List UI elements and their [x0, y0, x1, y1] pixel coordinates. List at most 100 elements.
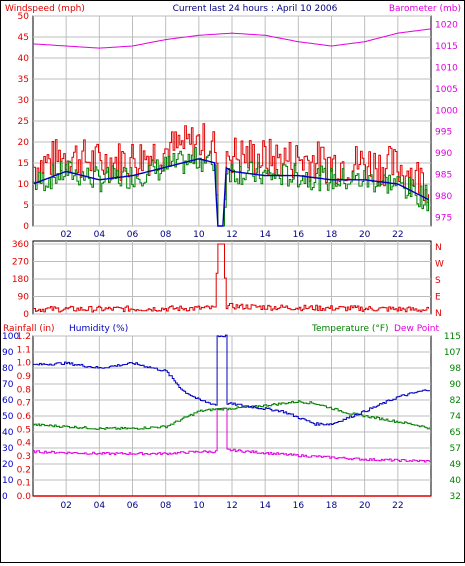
temperature-tick-label: 107	[444, 348, 461, 358]
windspeed-tick-label: 15	[18, 159, 29, 169]
wind-average-line	[33, 147, 429, 227]
windspeed-tick-label: 0	[23, 222, 29, 232]
temperature-tick-label: 40	[450, 476, 462, 486]
hour-tick-label: 18	[326, 230, 338, 240]
rainfall-tick-label: 0.3	[17, 452, 31, 462]
windspeed-tick-label: 20	[18, 138, 30, 148]
barometer-tick-label: 1005	[435, 85, 458, 95]
humidity-line	[33, 334, 430, 426]
hour-tick-label: 02	[60, 230, 71, 240]
chart-title: Current last 24 hours : April 10 2006	[173, 4, 338, 14]
degree-tick-label: 270	[12, 258, 29, 268]
wind-smoothed-line	[33, 158, 429, 227]
humidity-tick-label: 70	[2, 380, 14, 390]
rainfall-axis-label: Rainfall (in)	[3, 324, 55, 334]
humidity-tick-label: 0	[2, 492, 8, 502]
temperature-tick-label: 98	[450, 364, 462, 374]
compass-tick-label: S	[435, 276, 441, 286]
rainfall-tick-label: 1.0	[17, 359, 32, 369]
panel3-hour-ticks: 02 04 06 08 10 12 14 16 18 20 22	[60, 501, 403, 511]
hour-tick-label: 14	[259, 230, 271, 240]
humidity-tick-label: 40	[2, 428, 14, 438]
hour-tick-label: 20	[359, 501, 371, 511]
compass-tick-label: N	[435, 243, 442, 253]
humidity-tick-label: 100	[2, 332, 19, 342]
temperature-axis-label: Temperature (°F)	[311, 324, 389, 334]
panel2-degree-ticks: 360 270 180 90 0	[12, 240, 29, 320]
panel3-grid	[33, 335, 431, 497]
temperature-tick-label: 74	[450, 412, 462, 422]
hour-tick-label: 14	[259, 501, 271, 511]
barometer-line	[32, 28, 432, 49]
compass-tick-label: N	[435, 309, 442, 319]
temperature-tick-label: 32	[450, 492, 461, 502]
rainfall-tick-label: 0.7	[17, 399, 31, 409]
degree-tick-label: 180	[12, 275, 29, 285]
degree-tick-label: 360	[12, 240, 29, 250]
barometer-axis-label: Barometer (mb)	[389, 4, 461, 14]
hour-tick-label: 12	[226, 230, 237, 240]
hour-tick-label: 22	[392, 230, 403, 240]
compass-tick-label: W	[435, 260, 444, 270]
hour-tick-label: 08	[160, 230, 172, 240]
hour-tick-label: 16	[293, 501, 305, 511]
rainfall-tick-label: 0.4	[17, 439, 32, 449]
windspeed-tick-label: 5	[23, 201, 29, 211]
barometer-tick-label: 990	[435, 149, 452, 159]
degree-tick-label: 0	[23, 310, 29, 320]
hour-tick-label: 06	[127, 230, 139, 240]
hour-tick-label: 04	[94, 501, 106, 511]
windspeed-tick-label: 45	[18, 33, 29, 43]
temperature-tick-label: 57	[450, 444, 461, 454]
hour-tick-label: 18	[326, 501, 338, 511]
temperature-tick-label: 82	[450, 396, 461, 406]
hour-tick-label: 10	[193, 501, 205, 511]
humidity-tick-label: 10	[2, 476, 14, 486]
panel3-temperature-ticks: 115 107 98 90 82 74 65 57 49 40 32	[444, 332, 461, 502]
panel3-rainfall-ticks: 1.2 1.1 1.0 0.9 0.8 0.7 0.6 0.5 0.4 0.3 0.2 0.1 0.0	[17, 332, 32, 502]
panel2-series	[33, 243, 429, 313]
barometer-tick-label: 985	[435, 171, 452, 181]
compass-tick-label: E	[435, 293, 441, 303]
hour-tick-label: 04	[94, 230, 106, 240]
hour-tick-label: 10	[193, 230, 205, 240]
windspeed-tick-label: 35	[18, 75, 29, 85]
barometer-tick-label: 975	[435, 213, 452, 223]
temperature-tick-label: 49	[450, 460, 462, 470]
temperature-tick-label: 115	[444, 332, 461, 342]
hour-tick-label: 16	[293, 230, 305, 240]
hour-tick-label: 20	[359, 230, 371, 240]
temperature-line	[33, 400, 430, 430]
panel1-hour-ticks: 02 04 06 08 10 12 14 16 18 20 22	[60, 230, 403, 240]
panel1-barometer-ticks: 1020 1015 1010 1005 1000 995 990 985 980 975	[435, 21, 458, 224]
rainfall-tick-label: 0.1	[17, 479, 31, 489]
hour-tick-label: 08	[160, 501, 172, 511]
dewpoint-axis-label: Dew Point	[394, 324, 440, 334]
barometer-tick-label: 980	[435, 192, 452, 202]
windspeed-tick-label: 25	[18, 117, 29, 127]
rainfall-tick-label: 0.2	[17, 465, 31, 475]
degree-tick-label: 90	[18, 293, 30, 303]
humidity-tick-label: 20	[2, 460, 14, 470]
dewpoint-line	[33, 407, 430, 463]
rainfall-tick-label: 1.2	[17, 332, 31, 342]
barometer-tick-label: 1015	[435, 42, 458, 52]
humidity-tick-label: 90	[2, 348, 14, 358]
humidity-tick-label: 60	[2, 396, 14, 406]
panel1-series	[32, 28, 432, 227]
rainfall-tick-label: 0.6	[17, 412, 32, 422]
hour-tick-label: 12	[226, 501, 237, 511]
windspeed-tick-label: 10	[18, 180, 30, 190]
rainfall-tick-label: 0.8	[17, 385, 32, 395]
hour-tick-label: 06	[127, 501, 139, 511]
rainfall-tick-label: 0.5	[17, 425, 31, 435]
humidity-axis-label: Humidity (%)	[69, 324, 128, 334]
rainfall-tick-label: 0.0	[17, 492, 32, 502]
hour-tick-label: 22	[392, 501, 403, 511]
barometer-tick-label: 1000	[435, 106, 458, 116]
hour-tick-label: 02	[60, 501, 71, 511]
